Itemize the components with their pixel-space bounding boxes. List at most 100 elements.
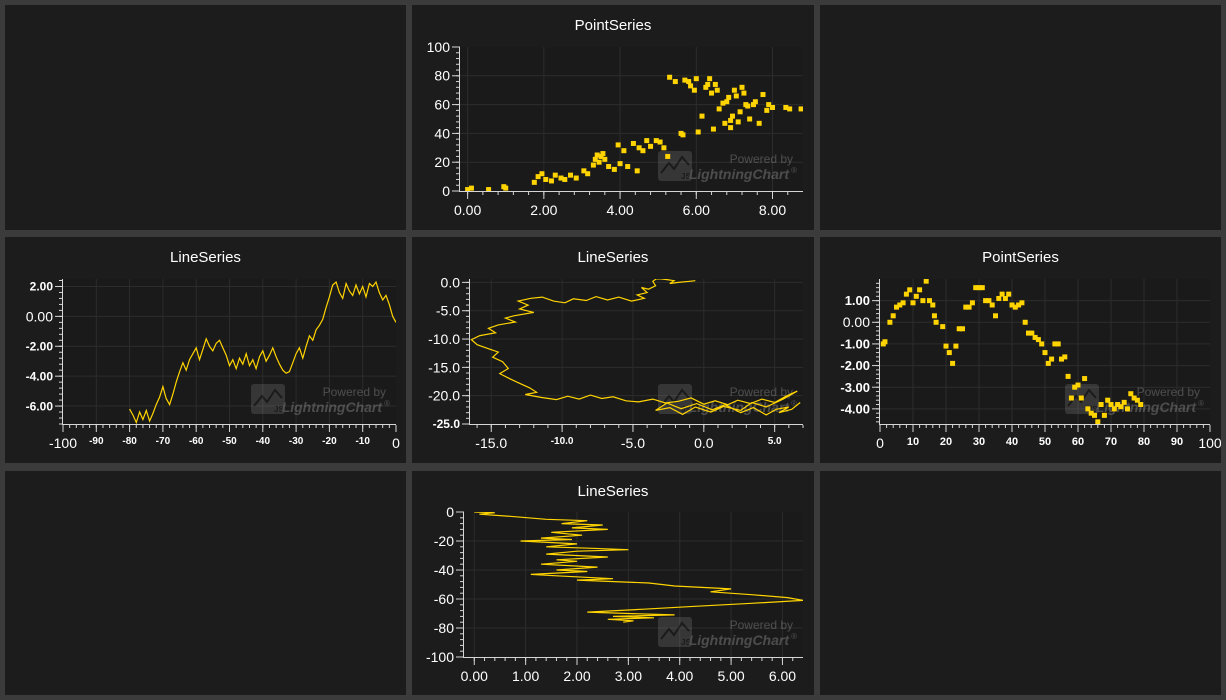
series-group <box>129 280 396 424</box>
series-point <box>741 90 747 96</box>
series-point <box>973 285 979 291</box>
series-point <box>465 187 471 191</box>
x-tick-label: -80 <box>122 436 137 447</box>
y-tick-label: 40 <box>434 125 450 141</box>
series-point <box>993 313 998 319</box>
y-tick-label: -3.00 <box>840 380 870 395</box>
chart-panel-line-series-center[interactable]: LineSeries JS Powered by LightningChart ® -15… <box>412 237 814 463</box>
series-point <box>568 172 574 178</box>
axes <box>460 511 803 661</box>
series-point <box>594 152 600 158</box>
series-group <box>470 279 801 416</box>
series-point <box>731 87 737 93</box>
x-tick-label: 4.00 <box>666 668 693 684</box>
series-point <box>917 287 923 293</box>
series-line <box>129 280 396 424</box>
series-point <box>979 285 985 291</box>
x-tick-label: 40 <box>1006 436 1018 448</box>
series-point <box>644 138 650 144</box>
svg-text:JS: JS <box>1088 405 1098 414</box>
series-point <box>766 102 772 108</box>
series-point <box>682 77 688 83</box>
series-point <box>764 107 770 113</box>
series-point <box>983 298 989 304</box>
series-point <box>897 302 903 308</box>
series-point <box>661 145 667 151</box>
x-tick-label: -15.0 <box>475 435 507 451</box>
series-point <box>910 300 916 306</box>
series-point <box>1085 406 1091 412</box>
chart-panel-line-series-left[interactable]: LineSeries JS Powered by LightningChart ® -10… <box>5 237 406 463</box>
x-tick-label: -5.0 <box>621 435 645 451</box>
x-tick-label: -70 <box>156 436 171 447</box>
series-point <box>672 79 678 85</box>
x-tick-label: -90 <box>89 436 104 447</box>
svg-text:Powered by: Powered by <box>730 152 793 166</box>
series-point <box>688 83 694 89</box>
series-point <box>890 313 896 319</box>
series-point <box>986 298 992 304</box>
series-point <box>907 287 913 293</box>
chart-panel-point-series-right[interactable]: PointSeries JS Powered by LightningChart ® 0 1… <box>820 237 1221 463</box>
series-point <box>1052 341 1058 347</box>
x-tick-label: 20 <box>940 436 952 448</box>
series-point <box>927 298 932 304</box>
series-point <box>640 148 646 154</box>
chart-panel-point-series-top[interactable]: PointSeries JS Powered by LightningChart ® 0.… <box>412 5 814 230</box>
x-tick-label: -50 <box>222 436 237 447</box>
series-point <box>539 171 545 177</box>
series-point <box>617 161 623 167</box>
x-tick-label: 4.00 <box>606 202 633 218</box>
series-point <box>709 90 715 96</box>
x-tick-label: 1.00 <box>512 668 539 684</box>
series-point <box>1062 354 1068 360</box>
series-point <box>1108 402 1114 408</box>
series-point <box>760 92 766 98</box>
series-group <box>880 279 1144 424</box>
series-point <box>1039 341 1045 347</box>
svg-text:LightningChart: LightningChart <box>282 399 384 415</box>
series-point <box>752 99 758 105</box>
x-tick-label: 0.00 <box>461 668 488 684</box>
series-point <box>665 153 671 159</box>
y-tick-label: 2.00 <box>30 280 54 294</box>
series-point <box>531 179 537 185</box>
x-tick-label: 0 <box>876 435 884 451</box>
y-tick-label: 0.00 <box>26 308 53 324</box>
series-point <box>611 166 617 172</box>
series-point <box>756 120 762 126</box>
series-point <box>1118 404 1124 410</box>
chart-panel-line-series-bottom[interactable]: LineSeries JS Powered by LightningChart ® 0.0… <box>412 471 814 695</box>
series-point <box>1111 406 1117 412</box>
svg-text:Powered by: Powered by <box>1137 385 1200 399</box>
chart-title: LineSeries <box>170 249 241 266</box>
x-tick-label: 80 <box>1138 436 1150 448</box>
x-tick-label: 3.00 <box>615 668 642 684</box>
series-point <box>996 295 1002 301</box>
empty-panel-bottom-right <box>820 471 1221 695</box>
series-point <box>712 81 718 87</box>
series-point <box>1095 419 1101 424</box>
series-point <box>1016 302 1022 308</box>
svg-text:LightningChart: LightningChart <box>1096 399 1198 415</box>
series-point <box>787 106 793 112</box>
series-point <box>548 178 554 184</box>
x-tick-label: -10.0 <box>551 436 574 447</box>
x-tick-label: 6.00 <box>683 202 710 218</box>
series-point <box>602 156 608 162</box>
series-point <box>1082 376 1088 382</box>
series-point <box>1045 360 1051 366</box>
series-point <box>699 113 705 119</box>
series-point <box>1105 397 1111 403</box>
series-point <box>686 79 692 85</box>
series-point <box>634 168 640 174</box>
grid <box>63 279 396 424</box>
series-point <box>468 185 474 191</box>
series-point <box>1059 356 1064 362</box>
